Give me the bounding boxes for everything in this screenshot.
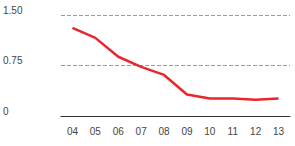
svg-text:05: 05: [90, 126, 102, 137]
svg-text:04: 04: [67, 126, 79, 137]
svg-text:06: 06: [113, 126, 125, 137]
svg-text:12: 12: [250, 126, 262, 137]
svg-text:08: 08: [158, 126, 170, 137]
svg-text:13: 13: [273, 126, 285, 137]
svg-text:09: 09: [181, 126, 193, 137]
svg-text:0: 0: [3, 106, 9, 117]
svg-text:11: 11: [228, 126, 239, 137]
svg-text:10: 10: [204, 126, 216, 137]
svg-text:1.50: 1.50: [3, 5, 23, 16]
svg-text:07: 07: [136, 126, 148, 137]
svg-text:0.75: 0.75: [3, 55, 23, 66]
